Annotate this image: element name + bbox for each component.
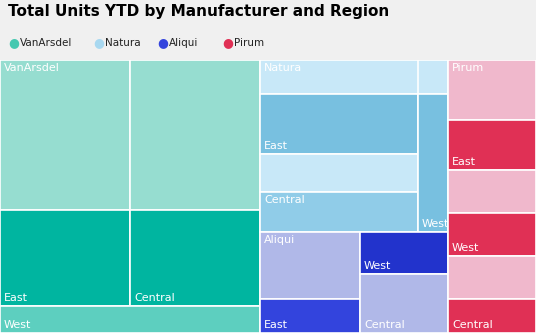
Text: Aliqui: Aliqui [169, 38, 199, 48]
Text: Central: Central [452, 320, 493, 330]
Bar [260, 60, 448, 94]
Text: Aliqui: Aliqui [264, 235, 295, 245]
Text: West: West [364, 261, 391, 271]
Text: Pirum: Pirum [234, 38, 264, 48]
Text: VanArsdel: VanArsdel [4, 63, 60, 73]
Text: East: East [264, 141, 288, 151]
Bar [260, 232, 360, 299]
Bar [418, 94, 448, 232]
Bar [448, 299, 536, 333]
Bar [260, 299, 360, 333]
Bar [260, 192, 418, 232]
Text: West: West [452, 243, 479, 253]
Bar [448, 256, 536, 299]
Text: ●: ● [8, 36, 19, 49]
Bar [260, 154, 418, 192]
Bar [360, 274, 448, 333]
Text: West: West [422, 219, 449, 229]
Bar [0, 60, 130, 210]
Bar [418, 60, 448, 94]
Text: Total Units YTD by Manufacturer and Region: Total Units YTD by Manufacturer and Regi… [8, 4, 389, 19]
Text: Natura: Natura [264, 63, 302, 73]
Text: Pirum: Pirum [452, 63, 484, 73]
Bar [260, 94, 418, 154]
Text: East: East [264, 320, 288, 330]
Bar [360, 232, 448, 274]
Text: ●: ● [158, 36, 168, 49]
Text: ●: ● [93, 36, 104, 49]
Bar [448, 213, 536, 256]
Text: Natura: Natura [105, 38, 140, 48]
Text: Central: Central [134, 293, 175, 303]
Bar [130, 210, 260, 306]
Text: West: West [4, 320, 32, 330]
Text: ●: ● [222, 36, 233, 49]
Bar [448, 170, 536, 213]
Text: East: East [452, 157, 476, 167]
Bar [0, 306, 260, 333]
Text: East: East [4, 293, 28, 303]
Bar [130, 60, 260, 210]
Text: Central: Central [364, 320, 405, 330]
Bar [448, 60, 536, 120]
Text: VanArsdel: VanArsdel [20, 38, 72, 48]
Bar [448, 120, 536, 170]
Text: Central: Central [264, 195, 305, 205]
Bar [0, 210, 130, 306]
